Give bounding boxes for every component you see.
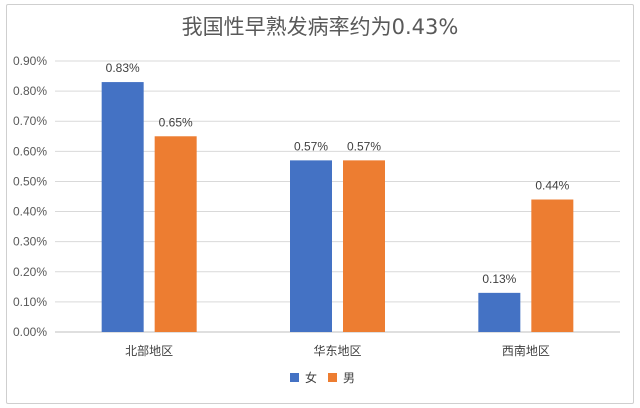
y-tick-label: 0.50%	[13, 174, 47, 188]
y-tick-label: 0.70%	[13, 114, 47, 128]
data-label: 0.44%	[535, 179, 569, 193]
y-axis-ticks: 0.00% 0.10% 0.20% 0.30% 0.40% 0.50% 0.60% 0.70%…	[13, 54, 47, 339]
bar-male	[343, 160, 385, 332]
legend-label: 女	[305, 370, 317, 385]
bar-female	[101, 82, 144, 332]
y-tick-label: 0.40%	[13, 205, 47, 219]
legend-label: 男	[343, 371, 355, 385]
legend-swatch	[290, 373, 299, 382]
y-tick-label: 0.00%	[13, 325, 47, 339]
data-labels: 0.83% 0.65% 0.57% 0.57% 0.13% 0.44%	[106, 61, 570, 286]
y-tick-label: 0.10%	[13, 295, 47, 309]
data-label: 0.13%	[482, 272, 516, 286]
legend-swatch	[328, 373, 337, 382]
data-label: 0.57%	[347, 139, 381, 153]
bar-female	[290, 160, 332, 332]
data-label: 0.57%	[294, 139, 328, 153]
data-label: 0.65%	[159, 115, 193, 129]
legend: 女男	[290, 370, 355, 385]
bar-male	[154, 136, 197, 332]
bar-female	[478, 292, 521, 332]
data-label: 0.83%	[106, 61, 140, 75]
gridlines	[55, 60, 620, 333]
bars	[101, 82, 574, 332]
bar-male	[531, 199, 574, 332]
x-category-label: 华东地区	[313, 344, 361, 358]
y-tick-label: 0.30%	[13, 235, 47, 249]
y-tick-label: 0.60%	[13, 144, 47, 158]
x-category-label: 西南地区	[502, 343, 550, 358]
y-tick-label: 0.90%	[13, 54, 47, 68]
x-category-label: 北部地区	[125, 343, 173, 358]
x-axis-categories: 北部地区 华东地区 西南地区	[125, 343, 550, 358]
chart-title: 我国性早熟发病率约为0.43%	[182, 15, 459, 39]
y-tick-label: 0.20%	[13, 265, 47, 279]
y-tick-label: 0.80%	[13, 84, 47, 98]
